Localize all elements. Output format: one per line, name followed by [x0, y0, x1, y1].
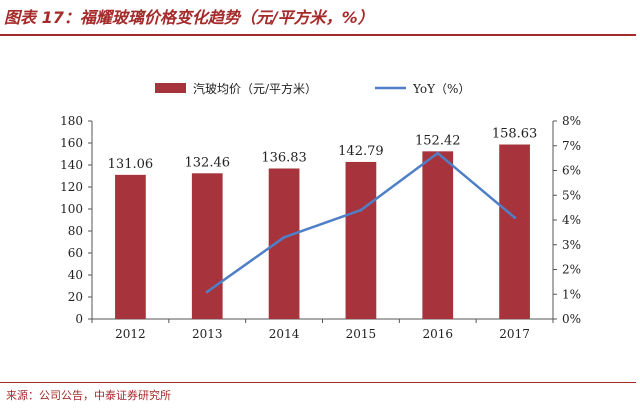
left-tick-label: 180 — [60, 114, 83, 128]
left-tick-label: 140 — [60, 158, 83, 172]
right-tick-label: 2% — [562, 263, 581, 277]
left-tick-label: 160 — [60, 136, 83, 150]
figure-title: 图表 17：福耀玻璃价格变化趋势（元/平方米，%） — [4, 8, 374, 27]
right-tick-label: 3% — [562, 238, 581, 252]
x-tick-label: 2014 — [269, 327, 300, 341]
left-tick-label: 20 — [68, 290, 83, 304]
x-tick-label: 2015 — [346, 327, 377, 341]
x-tick-label: 2012 — [115, 327, 146, 341]
bar-data-label: 132.46 — [185, 155, 231, 170]
left-tick-label: 100 — [60, 202, 83, 216]
bar — [422, 151, 454, 319]
legend-bar-swatch — [155, 83, 186, 93]
title-divider — [0, 34, 636, 36]
bar-data-label: 152.42 — [415, 133, 461, 148]
x-tick-label: 2016 — [422, 327, 453, 341]
bar — [345, 161, 377, 319]
bar-data-label: 158.63 — [492, 127, 538, 142]
left-tick-label: 60 — [68, 246, 83, 260]
right-tick-label: 0% — [562, 312, 581, 326]
left-tick-label: 0 — [75, 312, 83, 326]
yoy-point — [205, 290, 209, 294]
bar — [191, 173, 223, 319]
legend-bar-label: 汽玻均价（元/平方米） — [193, 81, 317, 96]
x-tick-label: 2017 — [499, 327, 530, 341]
source-divider — [0, 382, 636, 383]
right-tick-label: 4% — [562, 213, 581, 227]
right-tick-label: 6% — [562, 164, 581, 178]
left-tick-label: 40 — [68, 268, 83, 282]
right-tick-label: 8% — [562, 114, 581, 128]
left-tick-label: 120 — [60, 180, 83, 194]
bar-data-label: 131.06 — [108, 157, 154, 172]
yoy-point — [436, 151, 440, 155]
right-tick-label: 5% — [562, 188, 581, 202]
bar — [499, 144, 530, 319]
price-chart: 0 20 40 60 80 100 120 140 160 180 0% 1% 2% 3% 4% 5% 6% 7%… — [60, 81, 581, 341]
yoy-point — [513, 216, 517, 220]
source-note: 来源：公司公告，中泰证券研究所 — [6, 389, 171, 402]
yoy-point — [359, 208, 363, 212]
yoy-point — [282, 235, 286, 239]
x-tick-label: 2013 — [192, 327, 223, 341]
legend-line-label: YoY（%） — [412, 82, 470, 96]
bar — [115, 174, 146, 319]
left-tick-label: 80 — [68, 224, 83, 238]
right-tick-label: 1% — [562, 287, 581, 301]
bar-data-label: 136.83 — [261, 150, 307, 165]
bar-data-label: 142.79 — [338, 144, 384, 159]
right-tick-label: 7% — [562, 139, 581, 153]
